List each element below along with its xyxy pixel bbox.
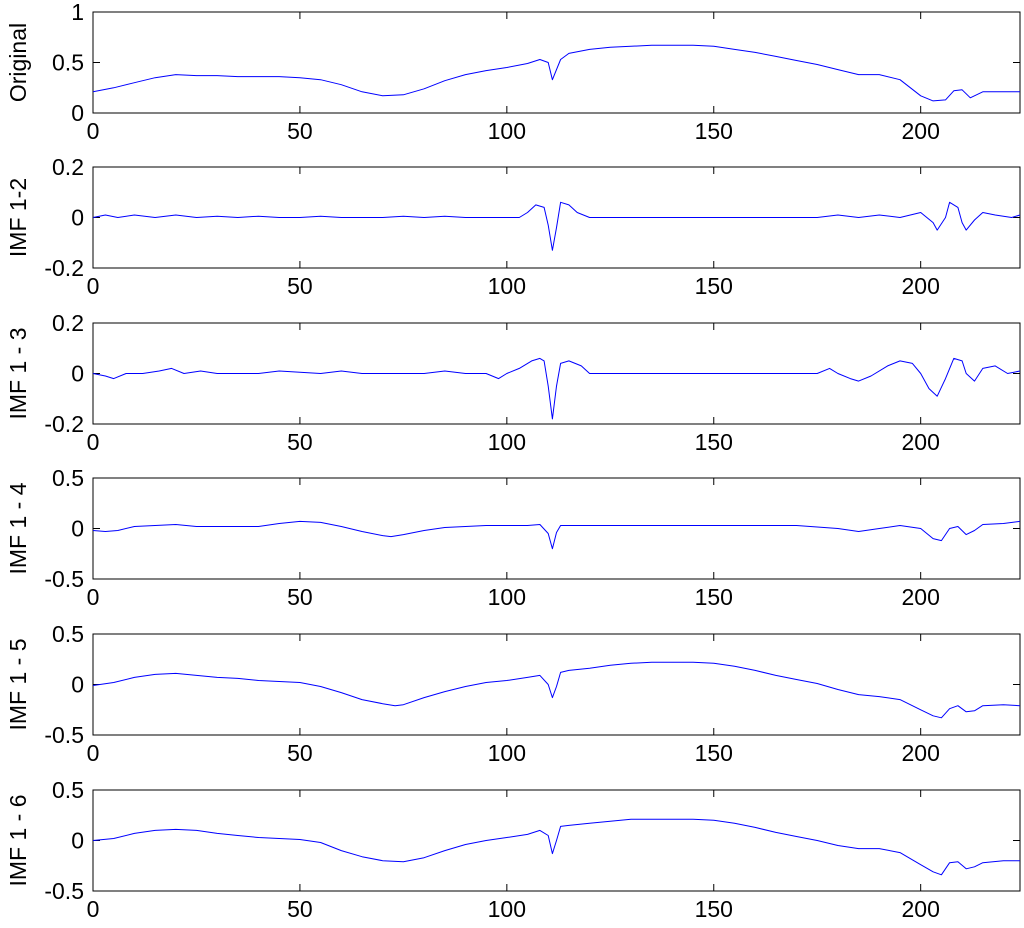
series-line: [92, 520, 1021, 550]
x-tick-label: 50: [287, 429, 313, 455]
y-tick-label: -0.5: [44, 878, 84, 904]
series-line: [92, 818, 1020, 876]
axes-box: [92, 166, 1021, 269]
x-tick-label: 50: [287, 740, 313, 766]
x-tick-label: 0: [87, 584, 100, 610]
x-tick-label: 100: [488, 896, 526, 922]
y-tick-label: 0.5: [52, 465, 84, 491]
series-line: [92, 661, 1021, 719]
x-tick-label: 0: [87, 429, 100, 455]
axes-box: [92, 11, 1021, 114]
y-tick-label: -0.2: [44, 411, 84, 437]
y-tick-label: 0: [71, 828, 84, 854]
y-axis-label: IMF 1 - 6: [5, 794, 31, 886]
y-tick-label: 0: [71, 205, 84, 231]
series-line: [92, 201, 1021, 251]
y-tick-label: 0.5: [52, 50, 84, 76]
y-tick-label: -0.2: [44, 255, 84, 281]
axes-box: [92, 633, 1021, 736]
y-tick-label: 0.2: [52, 154, 84, 180]
x-tick-label: 50: [287, 584, 313, 610]
y-tick-label: -0.5: [44, 566, 84, 592]
series-line: [92, 44, 1020, 102]
x-tick-label: 0: [87, 273, 100, 299]
subplot-1: 0 50 100 150 200 1 0.5 0 Original: [5, 0, 1021, 144]
x-tick-label: 200: [901, 584, 939, 610]
y-tick-label: -0.5: [44, 722, 84, 748]
y-tick-label: 0.5: [52, 621, 84, 647]
x-tick-label: 50: [287, 118, 313, 144]
y-axis-label: IMF 1 - 4: [5, 482, 31, 574]
y-axis-label: IMF 1 - 3: [5, 327, 31, 419]
x-tick-label: 0: [87, 740, 100, 766]
x-tick-label: 200: [901, 118, 939, 144]
y-tick-label: 0: [71, 516, 84, 542]
x-tick-label: 50: [287, 273, 313, 299]
x-tick-label: 200: [901, 273, 939, 299]
y-tick-label: 0.5: [52, 777, 84, 803]
x-tick-label: 0: [87, 118, 100, 144]
x-tick-label: 100: [488, 273, 526, 299]
x-tick-label: 200: [901, 740, 939, 766]
y-tick-label: 0: [71, 100, 84, 126]
y-tick-label: 1: [71, 0, 84, 25]
y-axis-label: IMF 1-2: [5, 178, 31, 257]
x-tick-label: 100: [488, 429, 526, 455]
x-tick-label: 100: [488, 740, 526, 766]
x-tick-label: 150: [695, 118, 733, 144]
x-tick-label: 150: [695, 740, 733, 766]
series-line: [92, 357, 1021, 420]
x-tick-label: 200: [901, 429, 939, 455]
y-tick-label: 0: [71, 361, 84, 387]
x-tick-label: 150: [695, 273, 733, 299]
x-tick-label: 150: [695, 429, 733, 455]
x-tick-label: 150: [695, 896, 733, 922]
x-tick-label: 100: [488, 118, 526, 144]
x-tick-label: 200: [901, 896, 939, 922]
y-axis-label: IMF 1 - 5: [5, 638, 31, 730]
x-tick-label: 150: [695, 584, 733, 610]
axes-box: [92, 477, 1021, 580]
x-tick-label: 0: [87, 896, 100, 922]
x-tick-label: 50: [287, 896, 313, 922]
y-axis-label: Original: [5, 23, 31, 102]
x-tick-label: 100: [488, 584, 526, 610]
y-tick-label: 0.2: [52, 310, 84, 336]
y-tick-label: 0: [71, 672, 84, 698]
